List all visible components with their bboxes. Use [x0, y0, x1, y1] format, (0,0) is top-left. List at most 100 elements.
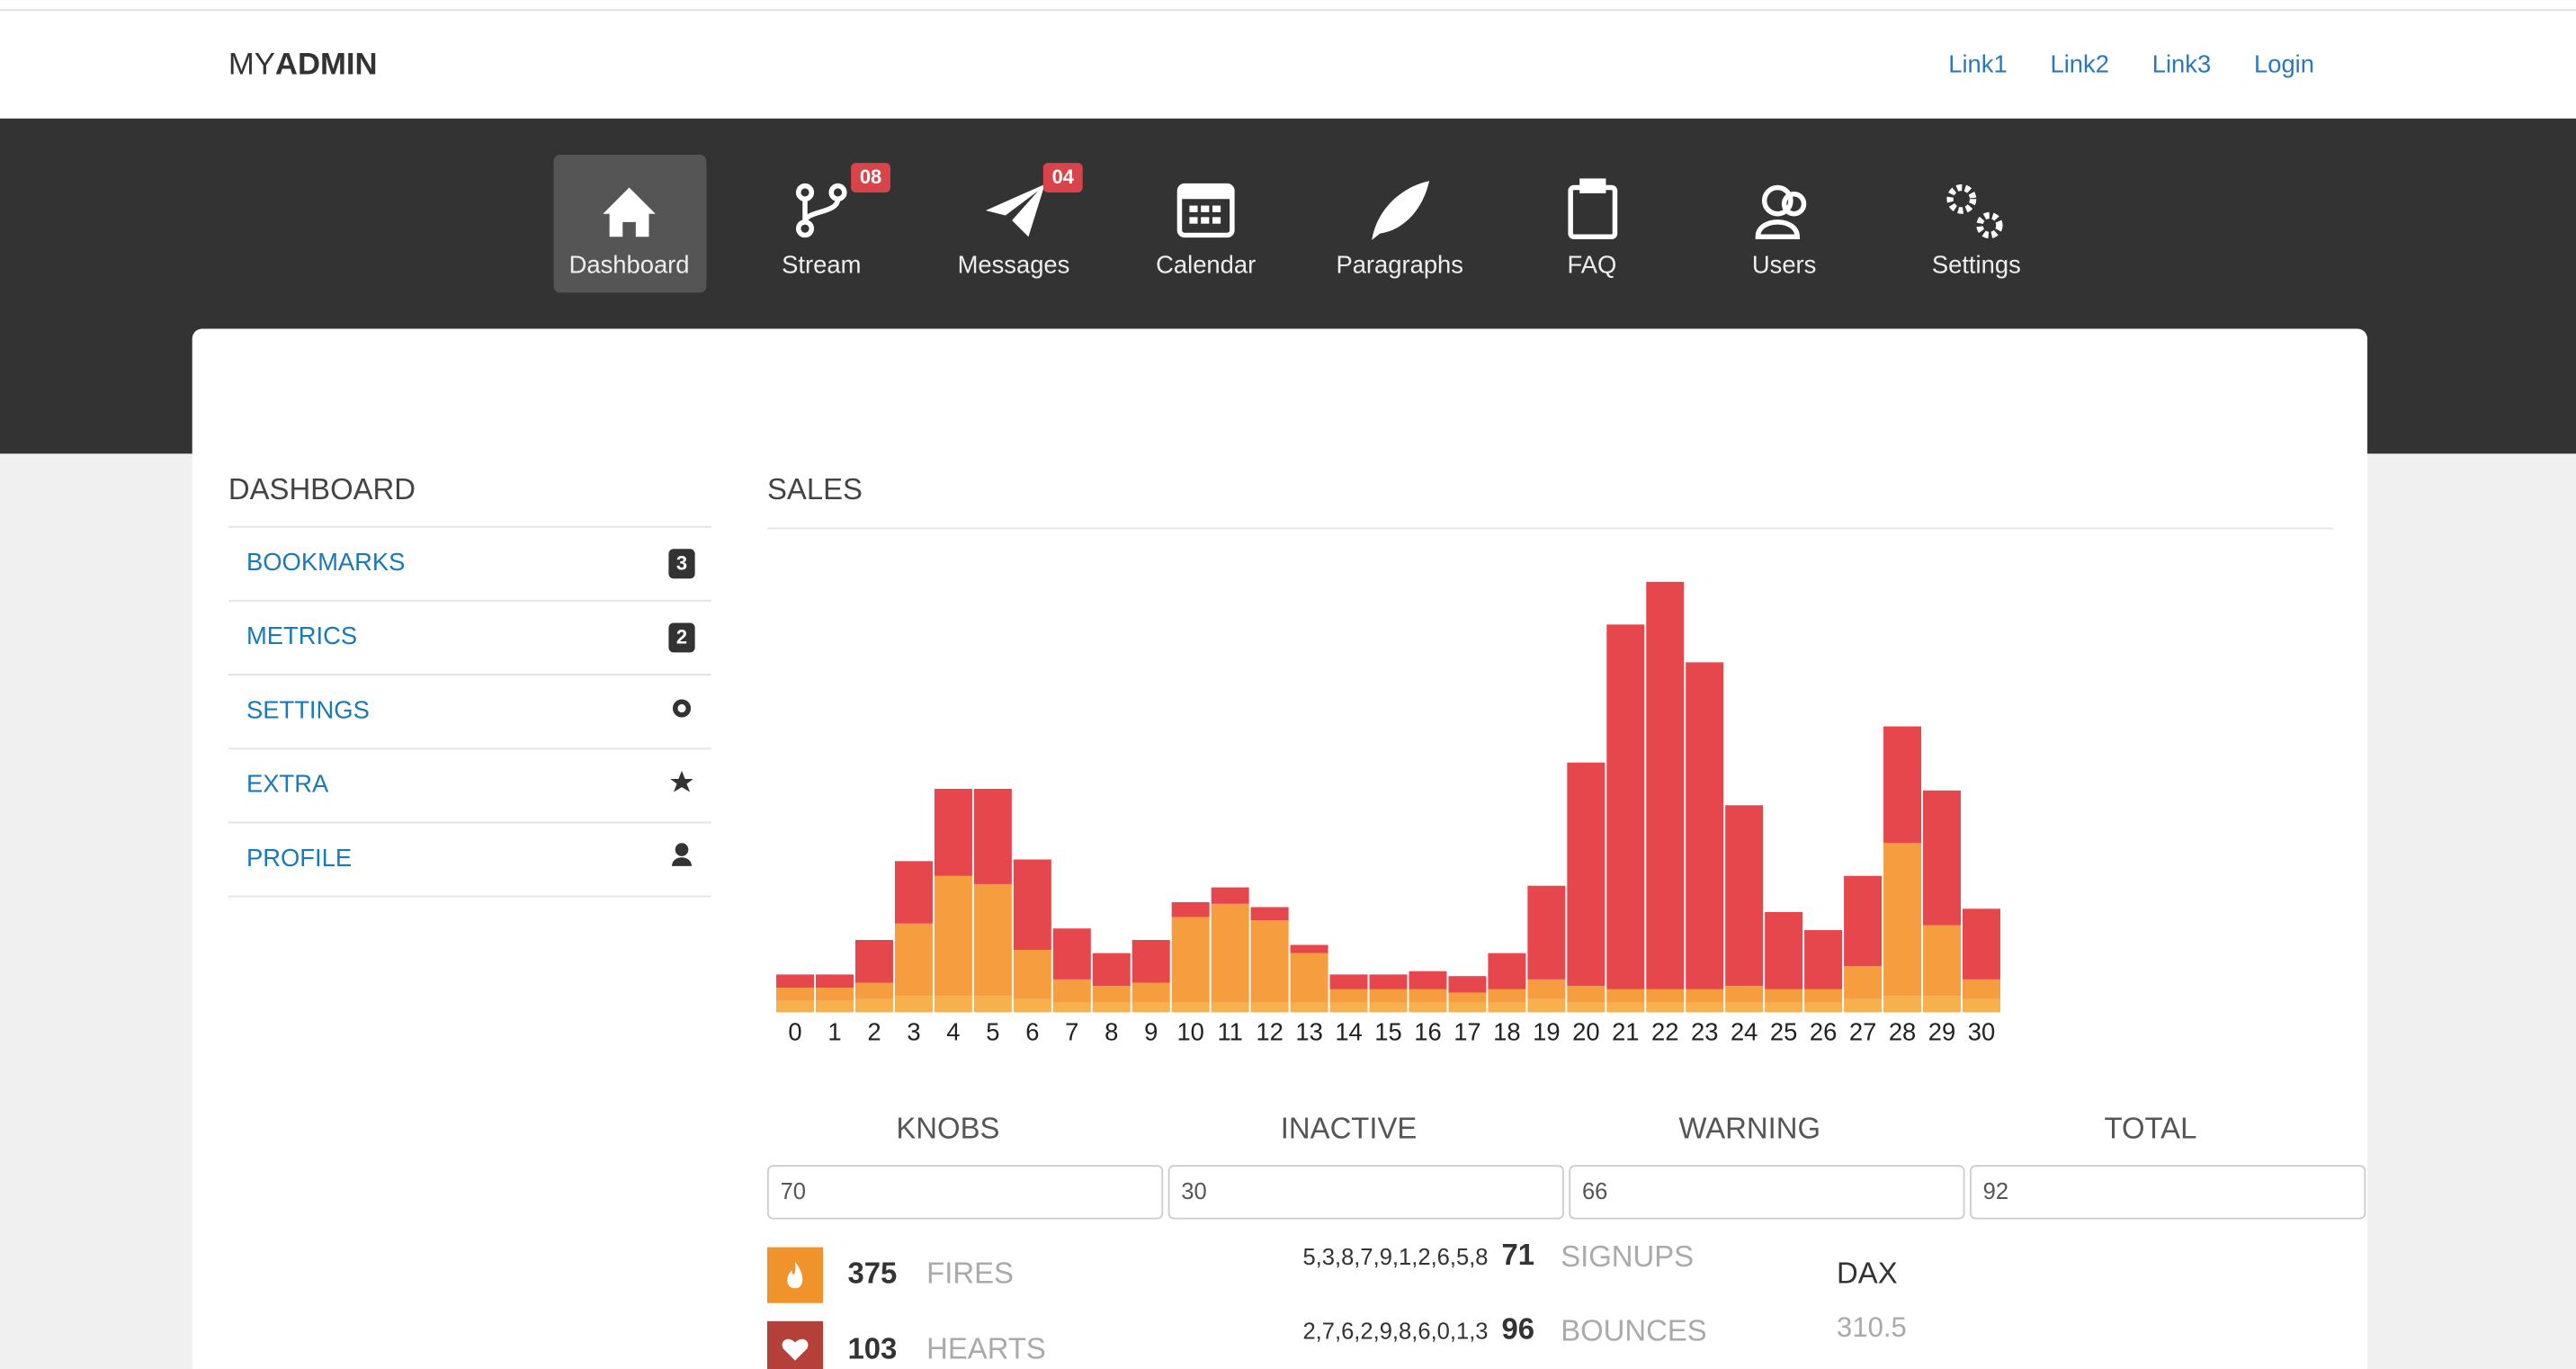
bar-segment	[1290, 953, 1328, 1003]
sidebar-badge-text: 2	[676, 626, 687, 649]
bar-segment	[1092, 953, 1131, 987]
bar-segment	[1765, 989, 1803, 1003]
x-tick-label: 10	[1176, 1017, 1203, 1045]
bar-segment	[894, 923, 933, 997]
icon-paragraphs	[1372, 181, 1430, 240]
sidebar-badge	[668, 622, 695, 653]
bar-segment	[816, 987, 854, 1001]
bar-segment	[973, 883, 1012, 997]
x-tick-label: 11	[1217, 1017, 1242, 1045]
stat-heading: WARNING	[1678, 1112, 1820, 1145]
x-tick-label: 14	[1335, 1017, 1362, 1045]
stat-input	[1970, 1165, 2366, 1220]
stat-input	[766, 1165, 1164, 1220]
x-tick-label: 21	[1612, 1017, 1639, 1045]
nav-label[interactable]: Calendar	[1156, 250, 1256, 278]
bar-segment	[1567, 986, 1606, 1003]
nav-icons	[603, 178, 2003, 240]
nav-label[interactable]: Stream	[782, 250, 861, 278]
bar-segment	[1369, 974, 1408, 989]
nav-label[interactable]: Settings	[1932, 250, 2021, 278]
fire-icon	[787, 1262, 803, 1289]
stat-input	[1569, 1165, 1965, 1220]
bar-segment	[1092, 1002, 1131, 1013]
x-tick-label: 6	[1025, 1017, 1039, 1045]
bar-segment	[1290, 944, 1328, 953]
bar-segment	[894, 861, 933, 924]
bar-segment	[854, 998, 893, 1013]
nav-label[interactable]: Dashboard	[569, 250, 690, 278]
x-tick-label: 18	[1493, 1017, 1520, 1045]
bar-segment	[854, 982, 893, 999]
sidebar-link[interactable]: PROFILE	[246, 844, 352, 872]
bar-segment	[934, 875, 972, 997]
bar-segment	[1448, 976, 1487, 993]
nav-badge	[1042, 163, 1083, 192]
bar-segment	[1883, 843, 1922, 997]
header-link[interactable]: Login	[2254, 50, 2314, 78]
nav-label[interactable]: FAQ	[1568, 250, 1617, 278]
x-tick-label: 8	[1105, 1017, 1118, 1045]
header-link[interactable]: Link2	[2051, 50, 2109, 78]
x-tick-label: 13	[1295, 1017, 1322, 1045]
bar-segment	[1409, 989, 1447, 1003]
x-tick-label: 2	[867, 1017, 881, 1045]
x-tick-label: 12	[1256, 1017, 1283, 1045]
x-tick-label: 30	[1968, 1017, 1995, 1045]
header-link[interactable]: Link1	[1948, 50, 2007, 78]
nav-label[interactable]: Paragraphs	[1336, 250, 1463, 278]
bar-segment	[1844, 966, 1883, 999]
fires-value: 375	[847, 1256, 897, 1289]
hearts-label: HEARTS	[926, 1331, 1046, 1365]
icon-star	[670, 770, 693, 792]
bar-segment	[1686, 1002, 1724, 1013]
x-tick-label: 7	[1065, 1017, 1078, 1045]
bar-segment	[1962, 979, 2000, 999]
x-tick-label: 20	[1572, 1017, 1599, 1045]
bar-segment	[1329, 989, 1368, 1003]
icon-gear	[672, 699, 692, 718]
bar-segment	[1606, 624, 1645, 989]
bar-segment	[1369, 1002, 1408, 1013]
x-tick-label: 5	[986, 1017, 999, 1045]
x-tick-label: 22	[1651, 1017, 1678, 1045]
stat-heading: KNOBS	[896, 1112, 999, 1145]
bar-segment	[1290, 1002, 1328, 1013]
bar-segment	[1646, 1002, 1685, 1013]
bar-segment	[1013, 998, 1051, 1013]
header-link[interactable]: Link3	[2152, 50, 2211, 78]
x-tick-label: 0	[788, 1017, 801, 1045]
icon-calendar	[1176, 183, 1235, 238]
bar-segment	[816, 1000, 854, 1013]
bar-segment	[816, 974, 854, 988]
bar-segment	[1329, 1002, 1368, 1013]
nav-label[interactable]: Users	[1752, 250, 1817, 278]
bar-segment	[1448, 992, 1487, 1003]
bar-segment	[973, 996, 1012, 1013]
bar-segment	[1052, 979, 1091, 1003]
bar-segment	[1804, 989, 1843, 1003]
sidebar-link[interactable]: EXTRA	[246, 770, 329, 798]
icon-home	[603, 187, 656, 237]
x-tick-label: 16	[1414, 1017, 1441, 1045]
signups-value: 71	[1501, 1238, 1534, 1271]
x-tick-label: 1	[827, 1017, 841, 1045]
x-tick-label: 27	[1849, 1017, 1876, 1045]
x-tick-label: 17	[1453, 1017, 1480, 1045]
x-tick-label: 29	[1928, 1017, 1955, 1045]
signups-label: SIGNUPS	[1561, 1239, 1694, 1273]
sidebar-link[interactable]: METRICS	[246, 622, 357, 649]
sidebar-link[interactable]: SETTINGS	[246, 695, 370, 723]
brand-bold: ADMIN	[275, 47, 378, 81]
stat-input-value: 30	[1181, 1179, 1206, 1204]
signups-spark: 5,3,8,7,9,1,2,6,5,8	[1302, 1245, 1488, 1270]
bar-segment	[1686, 662, 1724, 989]
dax-value: 310.5	[1837, 1311, 1907, 1343]
sidebar-link[interactable]: BOOKMARKS	[246, 548, 405, 576]
bar-segment	[1606, 1002, 1645, 1013]
bar-segment	[1844, 998, 1883, 1013]
bar-segment	[1844, 875, 1883, 967]
bar-segment	[1211, 1002, 1249, 1013]
nav-label[interactable]: Messages	[958, 250, 1070, 278]
bar-segment	[1646, 581, 1685, 989]
